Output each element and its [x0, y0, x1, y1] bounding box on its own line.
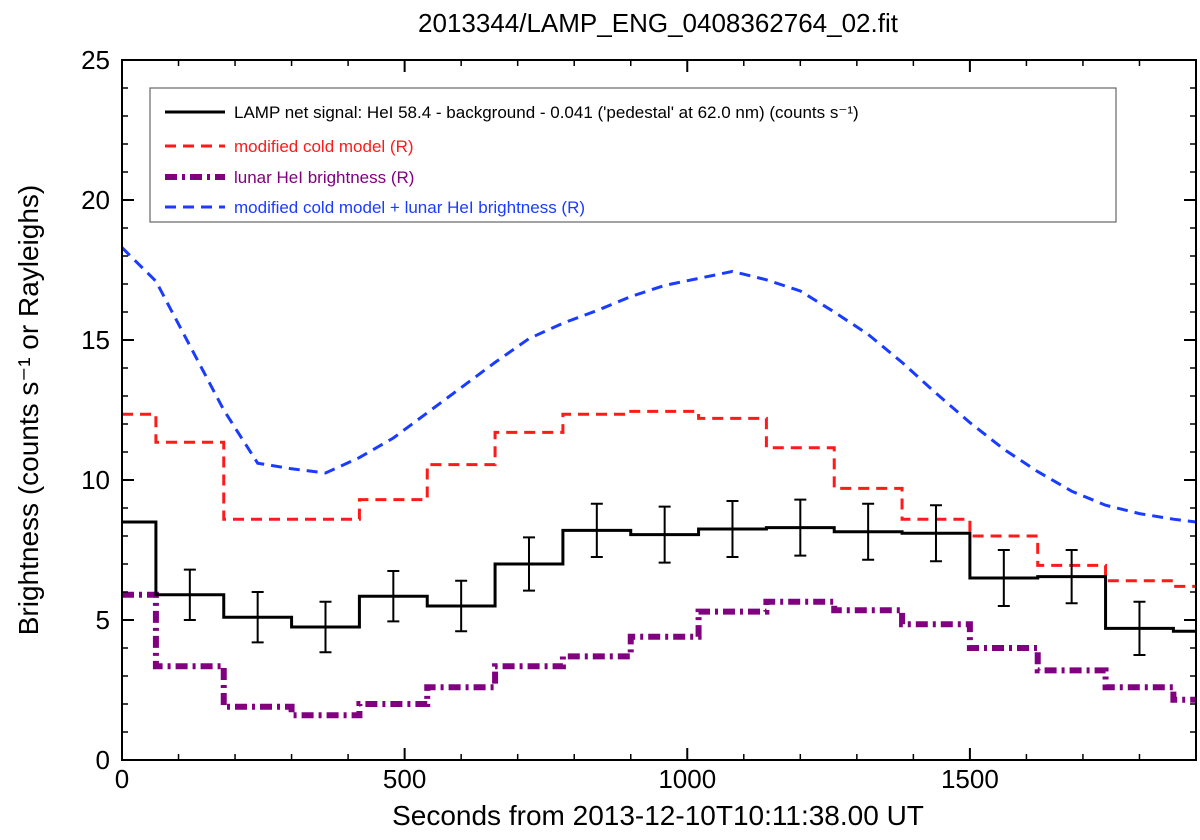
error-bar — [455, 579, 468, 633]
error-bar — [522, 536, 535, 592]
y-tick-label: 10 — [81, 465, 110, 495]
error-bar — [590, 502, 603, 558]
x-tick-label: 0 — [115, 764, 129, 794]
error-bar — [319, 600, 332, 654]
legend-label-lamp-signal: LAMP net signal: HeI 58.4 - background -… — [234, 103, 859, 122]
ticks-layer: 0 500 1000 1500 0 5 10 15 20 25 — [81, 45, 1197, 794]
chart-title: 2013344/LAMP_ENG_0408362764_02.fit — [418, 8, 899, 38]
error-bar — [794, 498, 807, 557]
y-tick-label: 0 — [96, 745, 110, 775]
error-bar — [658, 505, 671, 564]
error-bar — [387, 570, 400, 623]
error-bar — [862, 502, 875, 561]
x-axis-label: Seconds from 2013-12-10T10:11:38.00 UT — [392, 800, 924, 831]
y-axis-label: Brightness (counts s⁻¹ or Rayleighs) — [13, 185, 44, 636]
series-lamp-signal — [122, 520, 1196, 633]
error-bar — [183, 568, 196, 621]
error-bar — [1065, 549, 1078, 605]
series-layer — [122, 246, 1196, 719]
legend-label-cold-model: modified cold model (R) — [234, 137, 414, 156]
error-bar — [929, 504, 942, 563]
x-tick-label: 1000 — [658, 764, 716, 794]
y-tick-label: 15 — [81, 325, 110, 355]
plot-frame — [121, 59, 1197, 761]
error-bar — [251, 591, 264, 644]
series-cold-model — [122, 409, 1196, 588]
legend-label-combined: modified cold model + lunar HeI brightne… — [234, 198, 585, 217]
y-tick-label: 5 — [96, 605, 110, 635]
y-tick-label: 20 — [81, 185, 110, 215]
x-tick-label: 1500 — [941, 764, 999, 794]
error-bar — [1133, 600, 1146, 656]
error-bar — [726, 500, 739, 558]
legend-label-lunar-hei: lunar HeI brightness (R) — [234, 168, 414, 187]
series-combined — [122, 246, 1196, 524]
error-bar — [997, 549, 1010, 607]
legend: LAMP net signal: HeI 58.4 - background -… — [149, 87, 1117, 223]
legend-box — [149, 87, 1117, 223]
series-lunar-hei — [122, 591, 1196, 719]
y-tick-label: 25 — [81, 45, 110, 75]
x-tick-label: 500 — [383, 764, 426, 794]
